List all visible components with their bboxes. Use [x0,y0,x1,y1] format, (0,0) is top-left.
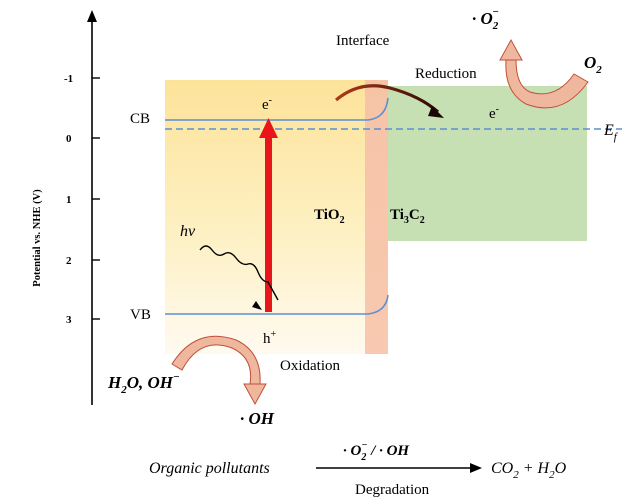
hydroxyl-label: · OH [240,409,275,428]
tick-label: -1 [64,73,73,85]
conduction-band-line [165,97,389,121]
vb-label: VB [130,307,151,323]
fermi-label: Ef [603,122,619,143]
y-axis-arrowhead [87,10,97,22]
photon-arrow [199,245,279,310]
oxidation-label: Oxidation [280,358,340,374]
electron-ti3c2: e- [489,104,499,122]
reaction-over-label: · O2− / · OH [343,440,410,463]
hole-label: h+ [263,329,277,347]
ti3c2-label: Ti3C2 [390,207,425,226]
y-axis-label: Potential vs. NHE (V) [32,189,43,287]
reduction-label: Reduction [415,66,477,82]
cb-label: CB [130,111,150,127]
degradation-reaction: Organic pollutants · O2− / · OH CO2 + H2… [149,440,567,498]
reaction-product: CO2 + H2O [491,460,567,481]
tick-label: 0 [66,133,72,145]
interface-band [365,80,388,354]
tick-label: 3 [66,314,72,326]
tio2-label: TiO2 [314,207,345,226]
electron-transfer-arrow [334,84,444,118]
reaction-under-label: Degradation [355,482,430,498]
ti3c2-region [388,86,587,241]
potential-axis: -1 0 1 2 3 Potential vs. NHE (V) [32,10,100,405]
interface-label: Interface [336,33,390,49]
oxygen-label: O2 [584,53,602,76]
reaction-arrowhead [470,463,482,473]
excitation-arrow [259,118,278,312]
reduction-arrow [499,38,589,109]
hv-label: hν [180,223,196,240]
tick-label: 1 [66,194,72,206]
electron-tio2: e- [262,95,272,113]
valence-band-line [165,294,389,315]
superoxide-label: · O2− [472,6,499,32]
tick-label: 2 [66,255,72,267]
oxidation-arrow [171,335,267,406]
reactants-label: H2O, OH− [107,371,180,396]
reaction-reactant: Organic pollutants [149,460,270,477]
